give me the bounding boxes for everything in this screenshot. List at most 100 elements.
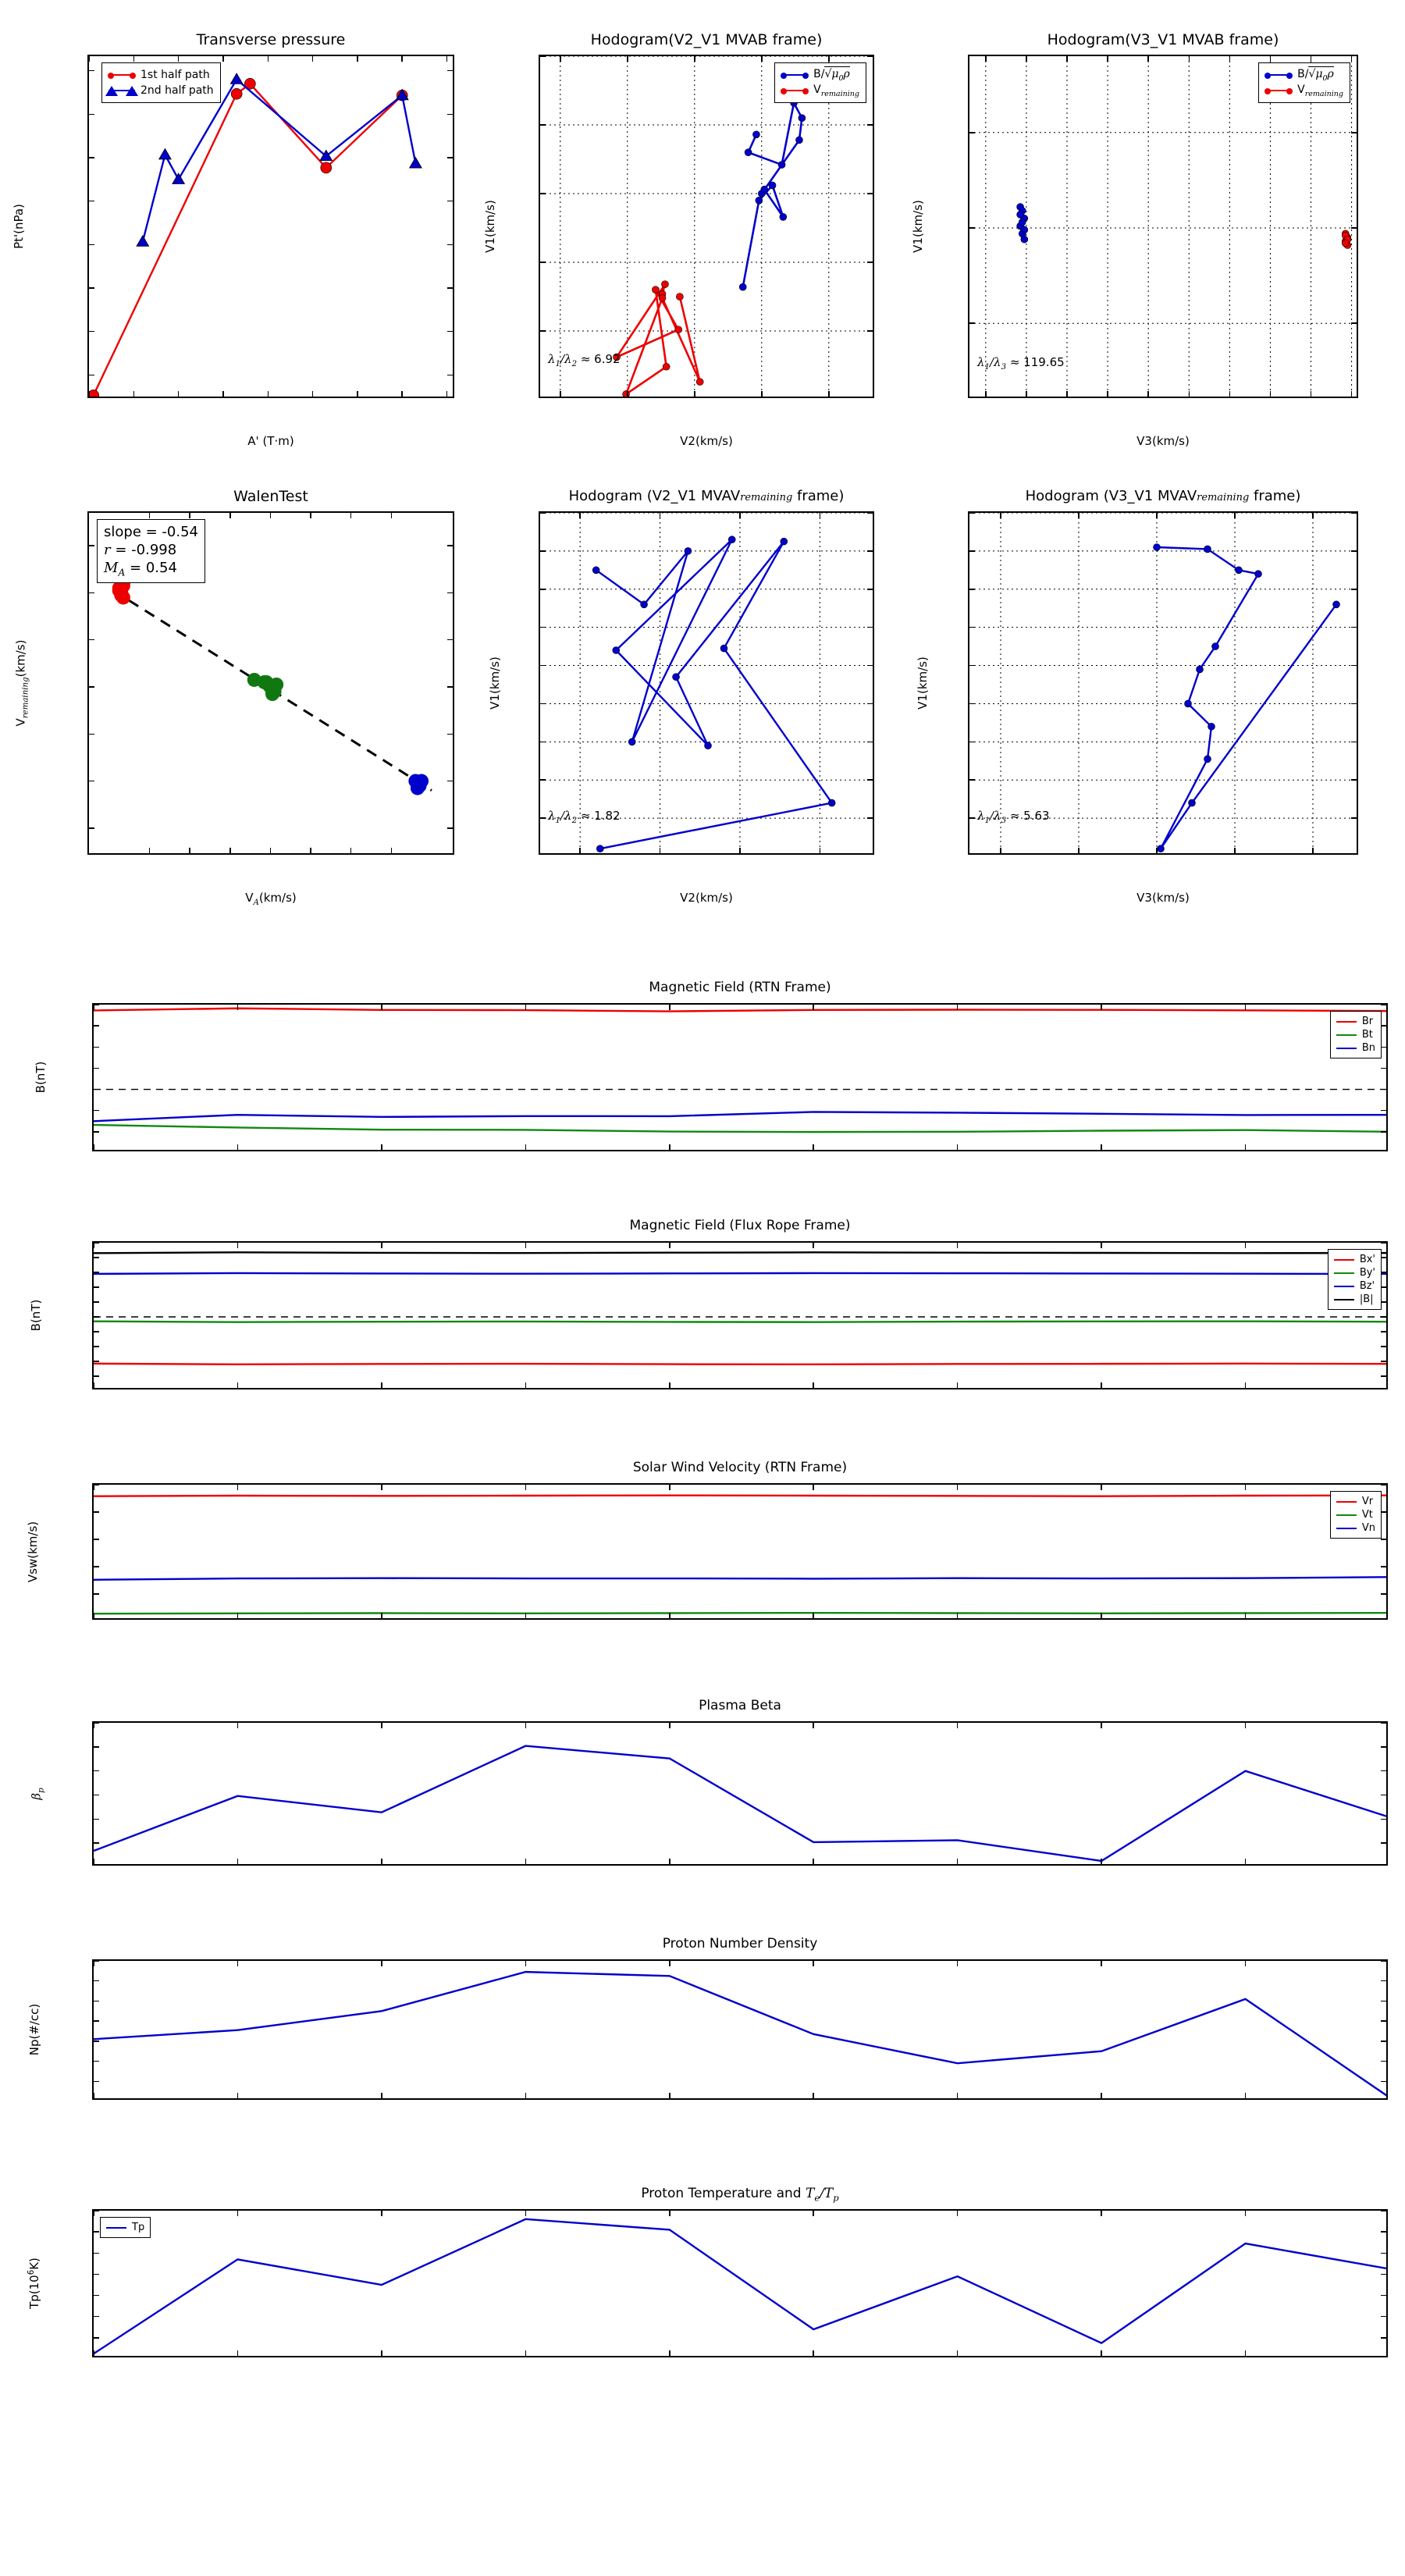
x-tick-mark bbox=[1101, 2093, 1102, 2098]
x-tick-mark bbox=[956, 1243, 959, 1248]
y-tick-mark bbox=[540, 124, 546, 126]
data-point bbox=[89, 390, 100, 397]
x-tick-mark bbox=[669, 1613, 670, 1618]
y-tick-mark bbox=[94, 2315, 99, 2318]
legend-label-2nd-half-path: 2nd half path bbox=[140, 84, 214, 97]
y-tick-mark bbox=[447, 287, 453, 289]
data-point bbox=[752, 130, 760, 139]
data-point bbox=[596, 845, 604, 853]
y-tick-mark bbox=[1381, 2294, 1386, 2297]
x-tick-mark bbox=[390, 513, 393, 518]
x-tick-mark bbox=[813, 1859, 814, 1864]
x-tick-mark bbox=[1066, 56, 1068, 62]
y-tick-mark bbox=[1351, 741, 1357, 743]
data-point bbox=[704, 742, 712, 750]
y-tick-mark bbox=[1381, 1243, 1386, 1244]
x-tick-mark bbox=[1310, 56, 1312, 62]
x-tick-mark bbox=[357, 56, 358, 62]
y-tick-mark bbox=[447, 827, 453, 829]
x-tick-mark bbox=[1026, 56, 1027, 62]
data-point bbox=[1020, 226, 1029, 234]
plot-area-transverse_pressure: 1.8901.9051.9201.9351.9501.9651.9801.995… bbox=[87, 55, 454, 398]
x-tick-mark bbox=[525, 2093, 527, 2098]
y-tick-mark bbox=[1381, 1484, 1386, 1485]
data-point bbox=[658, 294, 667, 302]
x-tick-mark bbox=[1244, 2350, 1247, 2356]
x-tick-mark bbox=[1350, 391, 1353, 397]
legend-item-bn: Bn bbox=[1336, 1041, 1375, 1055]
x-tick-mark bbox=[669, 1961, 670, 1966]
y-tick-mark bbox=[447, 69, 453, 72]
x-tick-mark bbox=[828, 391, 830, 397]
data-point bbox=[661, 280, 669, 288]
x-tick-mark bbox=[1188, 56, 1190, 62]
x-tick-mark bbox=[525, 2211, 527, 2216]
plot-area-proton_number_density: 30430630831031231431631806/25 00:40:5106… bbox=[92, 1959, 1388, 2100]
data-point bbox=[1184, 699, 1192, 708]
legend-swatch-tp bbox=[106, 2226, 126, 2229]
y-tick-mark bbox=[1381, 1511, 1386, 1513]
data-point bbox=[768, 181, 777, 190]
x-tick-mark bbox=[525, 1005, 527, 1010]
y-tick-mark bbox=[867, 741, 873, 743]
y-tick-mark bbox=[867, 262, 873, 263]
y-tick-mark bbox=[1381, 2000, 1386, 2002]
x-tick-mark bbox=[177, 391, 180, 397]
y-tick-mark bbox=[1381, 2337, 1386, 2339]
data-point bbox=[798, 114, 806, 122]
legend-transverse-pressure: 1st half path 2nd half path bbox=[101, 62, 221, 103]
x-tick-mark bbox=[525, 1144, 527, 1150]
x-tick-mark bbox=[1312, 513, 1314, 518]
x-tick-mark bbox=[310, 513, 311, 518]
x-tick-mark bbox=[93, 2211, 94, 2216]
x-axis-label: V3(km/s) bbox=[1136, 891, 1190, 905]
x-tick-mark bbox=[1244, 1485, 1247, 1490]
x-tick-mark bbox=[1234, 513, 1236, 518]
legend-item-2nd-half-path: 2nd half path bbox=[105, 83, 214, 98]
y-tick-mark bbox=[1381, 1818, 1386, 1820]
legend-swatch-b-alfven bbox=[781, 73, 809, 79]
x-tick-mark bbox=[237, 1485, 239, 1490]
x-tick-mark bbox=[222, 56, 224, 62]
y-tick-mark bbox=[94, 1539, 99, 1540]
y-tick-mark bbox=[1381, 2210, 1386, 2211]
y-tick-mark bbox=[1381, 1361, 1386, 1362]
data-point bbox=[1018, 218, 1026, 226]
legend-item-vn: Vn bbox=[1336, 1521, 1375, 1535]
data-point bbox=[244, 77, 256, 90]
x-tick-mark bbox=[237, 1613, 239, 1618]
panel-title-solar_wind_velocity_rtn: Solar Wind Velocity (RTN Frame) bbox=[632, 1460, 848, 1475]
y-tick-mark bbox=[1351, 779, 1357, 781]
x-tick-mark bbox=[956, 2093, 959, 2098]
x-tick-mark bbox=[1026, 391, 1027, 397]
x-tick-mark bbox=[1107, 391, 1108, 397]
panel-title-magnetic_field_flux_rope: Magnetic Field (Flux Rope Frame) bbox=[629, 1218, 851, 1233]
y-tick-mark bbox=[94, 1980, 99, 1982]
y-tick-mark bbox=[89, 592, 94, 594]
y-tick-mark bbox=[1381, 2020, 1386, 2022]
x-tick-mark bbox=[237, 1005, 239, 1010]
data-point bbox=[672, 673, 680, 681]
y-tick-mark bbox=[969, 132, 975, 133]
y-tick-mark bbox=[969, 589, 975, 590]
x-tick-mark bbox=[956, 1961, 959, 1966]
x-tick-mark bbox=[819, 848, 821, 853]
y-tick-mark bbox=[969, 817, 975, 819]
annotation-lambda-ratio-p5: λ1/λ2 ≈ 1.82 bbox=[548, 809, 621, 825]
y-tick-mark bbox=[89, 287, 94, 289]
x-tick-mark bbox=[813, 1723, 814, 1728]
legend-label-1st-half-path: 1st half path bbox=[140, 69, 210, 81]
x-tick-mark bbox=[1188, 391, 1190, 397]
x-tick-mark bbox=[93, 1723, 94, 1728]
x-tick-mark bbox=[93, 1005, 94, 1010]
legend-item-b-alfven-p3: B/√μ0ρ bbox=[1264, 66, 1343, 83]
y-tick-mark bbox=[1381, 1316, 1386, 1318]
x-tick-mark bbox=[813, 2350, 814, 2356]
x-tick-mark bbox=[669, 1382, 670, 1388]
plot-area-proton_temperature: 0.1780.1800.1820.1840.1860.1880.1900.192… bbox=[92, 2209, 1388, 2357]
x-tick-mark bbox=[93, 2093, 94, 2098]
legend-swatch-v-remaining bbox=[1264, 88, 1293, 94]
x-tick-mark bbox=[525, 1613, 527, 1618]
data-point bbox=[780, 537, 788, 546]
